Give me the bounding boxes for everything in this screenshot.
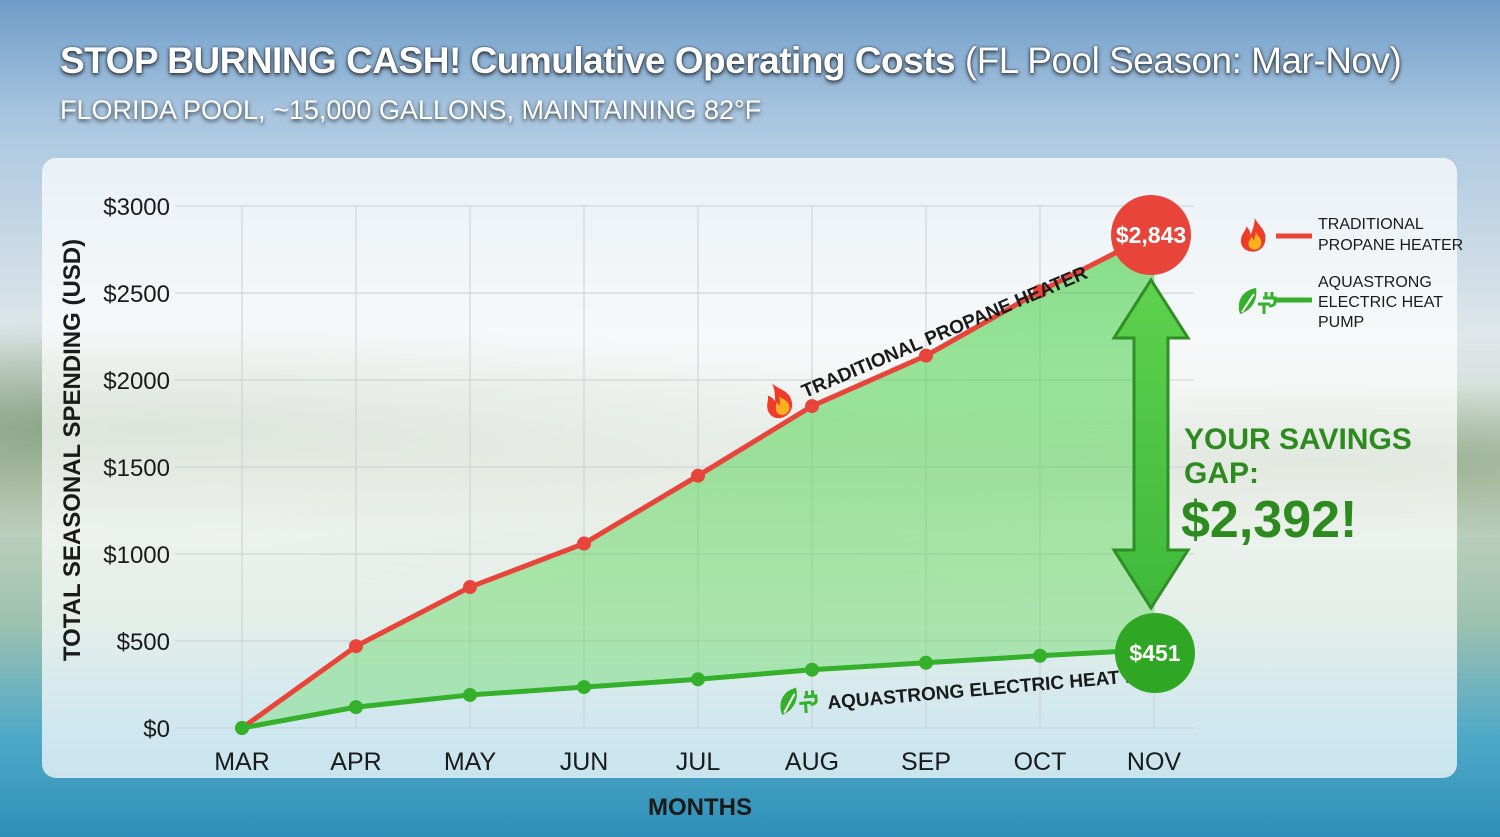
y-tick-label: $500 (117, 629, 170, 656)
propane-data-point (1033, 284, 1047, 299)
y-axis-title: TOTAL SEASONAL SPENDING (USD) (59, 239, 86, 661)
legend-leaf-plug-icon (1238, 288, 1277, 314)
heatpump-data-point (577, 680, 591, 695)
chart-title-main: STOP BURNING CASH! Cumulative Operating … (60, 40, 956, 81)
x-tick-label: MAR (214, 748, 270, 776)
heatpump-data-point (1033, 648, 1047, 663)
y-tick-label: $1000 (103, 542, 170, 569)
propane-end-bubble (1111, 195, 1191, 275)
savings-gap-label-2: GAP: (1184, 457, 1259, 490)
legend-item-propane: TRADITIONAL PROPANE HEATER (1240, 216, 1463, 254)
chart-title: STOP BURNING CASH! Cumulative Operating … (60, 40, 1402, 82)
propane-data-point (349, 639, 363, 654)
heatpump-data-point (349, 700, 363, 715)
legend-propane-text-2: PROPANE HEATER (1318, 237, 1463, 254)
legend-heatpump-text-1: AQUASTRONG (1318, 274, 1432, 291)
x-axis-ticks: MAR APR MAY JUN JUL AUG SEP OCT NOV (214, 748, 1181, 776)
legend-heatpump-text-2: ELECTRIC HEAT (1318, 294, 1443, 311)
x-tick-label: APR (330, 748, 381, 776)
legend: TRADITIONAL PROPANE HEATER AQUASTRONG EL… (1238, 216, 1463, 331)
y-tick-label: $1500 (103, 455, 170, 482)
heatpump-data-point (235, 721, 249, 735)
x-tick-label: OCT (1014, 748, 1067, 776)
x-axis-title: MONTHS (648, 794, 752, 821)
x-tick-label: SEP (901, 748, 951, 776)
y-axis-ticks: $0 $500 $1000 $1500 $2000 $2500 $3000 (103, 194, 170, 743)
propane-data-point (577, 536, 591, 551)
savings-gap-amount: $2,392! (1181, 491, 1357, 549)
heatpump-data-point (463, 687, 477, 702)
x-tick-label: NOV (1127, 748, 1182, 776)
propane-end-value: $2,843 (1116, 222, 1186, 248)
y-tick-label: $0 (143, 716, 170, 743)
savings-gap-label: YOUR SAVINGS (1184, 423, 1412, 456)
legend-flame-inner-icon (1248, 232, 1262, 250)
y-tick-label: $3000 (103, 194, 170, 221)
x-tick-label: JUN (560, 748, 609, 776)
savings-double-arrow (1111, 277, 1191, 611)
heatpump-data-point (691, 672, 705, 687)
series-points (235, 284, 1047, 735)
propane-data-point (805, 399, 819, 414)
propane-data-point (463, 580, 477, 595)
flame-inner-icon (775, 396, 790, 415)
heatpump-end-bubble (1115, 613, 1195, 693)
y-tick-label: $2500 (103, 281, 170, 308)
legend-heatpump-text-3: PUMP (1318, 314, 1364, 331)
legend-propane-text-1: TRADITIONAL (1318, 216, 1424, 233)
flame-icon (767, 383, 793, 419)
heatpump-data-point (919, 655, 933, 670)
leaf-plug-icon (780, 687, 818, 716)
x-tick-label: MAY (444, 748, 497, 776)
chart-title-season: (FL Pool Season: Mar-Nov) (955, 40, 1402, 81)
propane-data-point (691, 468, 705, 483)
heatpump-data-point (805, 662, 819, 677)
legend-item-heatpump: AQUASTRONG ELECTRIC HEAT PUMP (1238, 274, 1443, 331)
x-tick-label: AUG (785, 748, 839, 776)
chart-subtitle: FLORIDA POOL, ~15,000 GALLONS, MAINTAINI… (60, 95, 762, 125)
heatpump-end-value: $451 (1129, 640, 1180, 666)
x-tick-label: JUL (676, 748, 721, 776)
propane-data-point (919, 348, 933, 363)
y-tick-label: $2000 (103, 368, 170, 395)
